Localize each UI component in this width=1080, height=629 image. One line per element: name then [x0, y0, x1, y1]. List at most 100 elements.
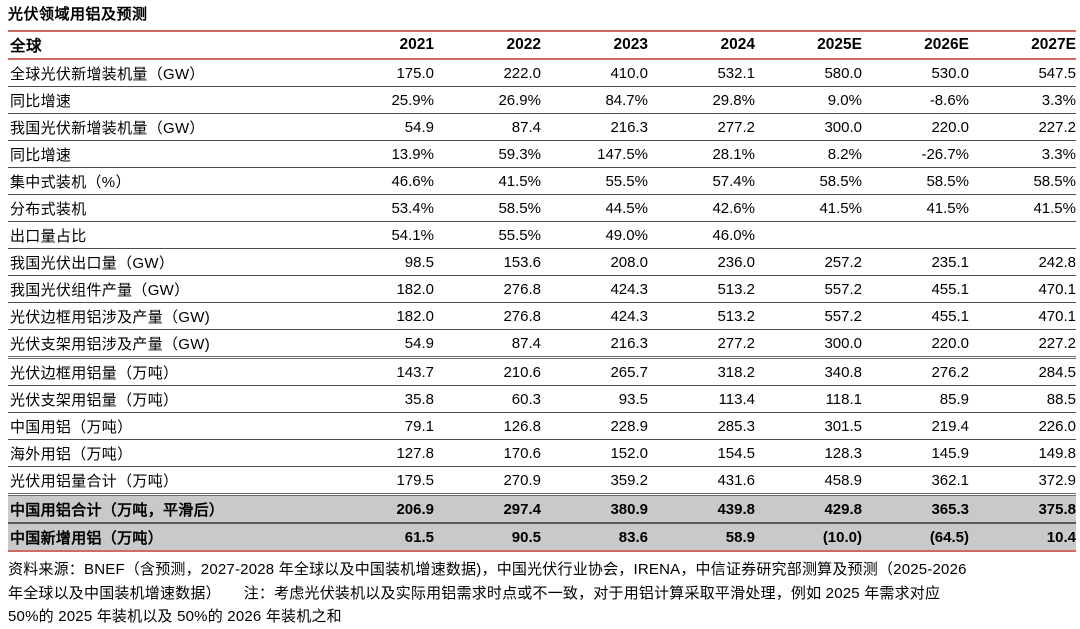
row-value: 58.5% — [434, 194, 541, 222]
row-label: 我国光伏组件产量（GW） — [8, 275, 327, 303]
row-value: 28.1% — [648, 140, 755, 168]
row-value: 277.2 — [648, 329, 755, 359]
row-value: 439.8 — [648, 494, 755, 524]
table-row: 中国新增用铝（万吨） 61.5 90.5 83.6 58.9 (10.0) (64.5) 10… — [8, 523, 1076, 552]
row-value: (64.5) — [862, 523, 969, 552]
row-value: 429.8 — [755, 494, 862, 524]
row-value: 79.1 — [327, 412, 434, 440]
row-value: 318.2 — [648, 357, 755, 386]
row-value: -8.6% — [862, 86, 969, 114]
row-value: 557.2 — [755, 275, 862, 303]
row-value: 300.0 — [755, 329, 862, 359]
row-label: 光伏用铝量合计（万吨） — [8, 466, 327, 496]
row-value: 547.5 — [969, 59, 1076, 87]
row-value: 3.3% — [969, 140, 1076, 168]
row-value: 25.9% — [327, 86, 434, 114]
row-value: 424.3 — [541, 302, 648, 330]
row-value: 41.5% — [755, 194, 862, 222]
row-value: 93.5 — [541, 385, 648, 413]
row-value: 41.5% — [969, 194, 1076, 222]
row-value: 182.0 — [327, 275, 434, 303]
header-cell-2023: 2023 — [541, 31, 648, 60]
table-row: 同比增速 25.9% 26.9% 84.7% 29.8% 9.0% -8.6% 3.3% — [8, 86, 1076, 114]
row-value: 580.0 — [755, 59, 862, 87]
source-note-line-3: 50%的 2025 年装机以及 50%的 2026 年装机之和 — [8, 608, 342, 625]
header-cell-region: 全球 — [8, 31, 327, 60]
table-row: 我国光伏组件产量（GW） 182.0 276.8 424.3 513.2 557.2 455… — [8, 275, 1076, 303]
header-cell-2021: 2021 — [327, 31, 434, 60]
page-title: 光伏领域用铝及预测 — [8, 6, 148, 23]
row-value: 557.2 — [755, 302, 862, 330]
row-value: 270.9 — [434, 466, 541, 496]
row-value: 44.5% — [541, 194, 648, 222]
row-value: 362.1 — [862, 466, 969, 496]
row-value: 227.2 — [969, 329, 1076, 359]
row-value: 170.6 — [434, 439, 541, 467]
table-row: 光伏用铝量合计（万吨） 179.5 270.9 359.2 431.6 458.9 362.… — [8, 466, 1076, 496]
row-label: 中国用铝（万吨） — [8, 412, 327, 440]
table-row: 光伏支架用铝量（万吨） 35.8 60.3 93.5 113.4 118.1 85.9 88.… — [8, 385, 1076, 413]
header-cell-2026e: 2026E — [862, 31, 969, 60]
table-row: 分布式装机 53.4% 58.5% 44.5% 42.6% 41.5% 41.5% 41.5% — [8, 194, 1076, 222]
row-label: 集中式装机（%） — [8, 167, 327, 195]
table-row: 光伏支架用铝涉及产量（GW) 54.9 87.4 216.3 277.2 300.0 220… — [8, 329, 1076, 359]
row-value: 365.3 — [862, 494, 969, 524]
row-value: 127.8 — [327, 439, 434, 467]
row-value: 118.1 — [755, 385, 862, 413]
source-note-line-2: 年全球以及中国装机增速数据） 注：考虑光伏装机以及实际用铝需求时点或不一致，对于… — [8, 584, 941, 602]
row-value: 143.7 — [327, 357, 434, 386]
row-value: (10.0) — [755, 523, 862, 552]
row-label: 光伏支架用铝涉及产量（GW) — [8, 329, 327, 359]
row-value: 513.2 — [648, 302, 755, 330]
row-value: 149.8 — [969, 439, 1076, 467]
row-value: 179.5 — [327, 466, 434, 496]
row-value: 424.3 — [541, 275, 648, 303]
row-label: 光伏边框用铝涉及产量（GW) — [8, 302, 327, 330]
row-value: 152.0 — [541, 439, 648, 467]
row-label: 我国光伏出口量（GW） — [8, 248, 327, 276]
row-value: 113.4 — [648, 385, 755, 413]
row-label: 出口量占比 — [8, 221, 327, 249]
row-value: 153.6 — [434, 248, 541, 276]
row-value: 206.9 — [327, 494, 434, 524]
row-label: 同比增速 — [8, 140, 327, 168]
row-value: 285.3 — [648, 412, 755, 440]
row-value: 46.0% — [648, 221, 755, 249]
row-value: 26.9% — [434, 86, 541, 114]
row-value: 145.9 — [862, 439, 969, 467]
row-value: 208.0 — [541, 248, 648, 276]
row-value: 46.6% — [327, 167, 434, 195]
row-label: 中国新增用铝（万吨） — [8, 523, 327, 552]
row-value: 236.0 — [648, 248, 755, 276]
row-value: 58.5% — [755, 167, 862, 195]
row-value: 458.9 — [755, 466, 862, 496]
row-value: 54.9 — [327, 329, 434, 359]
row-value: 301.5 — [755, 412, 862, 440]
row-value: 431.6 — [648, 466, 755, 496]
row-value: 90.5 — [434, 523, 541, 552]
row-label: 全球光伏新增装机量（GW） — [8, 59, 327, 87]
row-value: 276.8 — [434, 275, 541, 303]
row-value: 55.5% — [541, 167, 648, 195]
table-row: 光伏边框用铝涉及产量（GW) 182.0 276.8 424.3 513.2 557.2 4… — [8, 302, 1076, 330]
row-value: 58.9 — [648, 523, 755, 552]
row-value: 54.9 — [327, 113, 434, 141]
table-row: 我国光伏新增装机量（GW） 54.9 87.4 216.3 277.2 300.0 220.… — [8, 113, 1076, 141]
header-cell-2025e: 2025E — [755, 31, 862, 60]
row-value: 228.9 — [541, 412, 648, 440]
row-value: 58.5% — [862, 167, 969, 195]
row-value: 35.8 — [327, 385, 434, 413]
row-label: 海外用铝（万吨） — [8, 439, 327, 467]
row-value: 284.5 — [969, 357, 1076, 386]
row-value: 60.3 — [434, 385, 541, 413]
row-value: 265.7 — [541, 357, 648, 386]
row-label: 中国用铝合计（万吨，平滑后） — [8, 494, 327, 524]
row-value: 297.4 — [434, 494, 541, 524]
table-row: 集中式装机（%） 46.6% 41.5% 55.5% 57.4% 58.5% 58.5% 58… — [8, 167, 1076, 195]
row-value: 257.2 — [755, 248, 862, 276]
row-value: -26.7% — [862, 140, 969, 168]
row-value: 41.5% — [434, 167, 541, 195]
row-value: 59.3% — [434, 140, 541, 168]
row-value: 359.2 — [541, 466, 648, 496]
